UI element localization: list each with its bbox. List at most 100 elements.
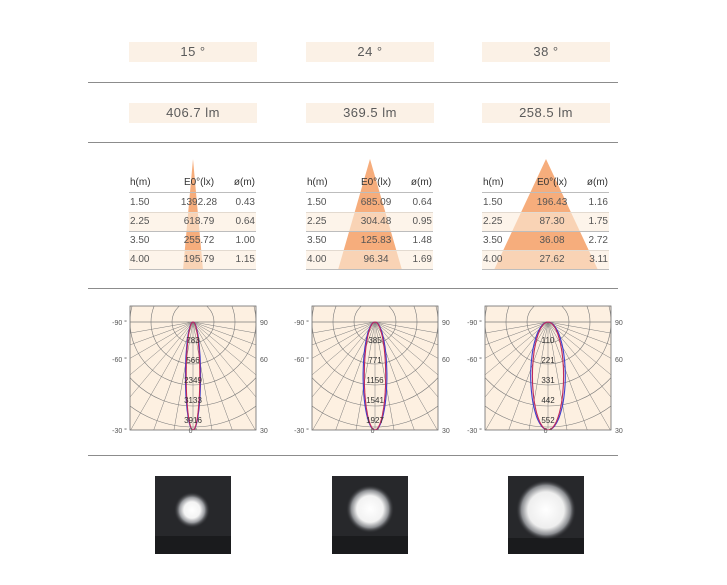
table-row: 1.50 1392.28 0.43 [129,193,256,213]
divider [88,288,618,289]
table-cell: 2.72 [588,235,608,246]
table-cell: 1392.28 [180,197,218,208]
table-cell: 1.16 [588,197,608,208]
illuminance-table: h(m) E0°(lx) ø(m) 1.50 196.43 1.16 2.25 87.30 1.… [482,159,609,271]
ring-value-label: 331 [541,376,555,385]
angle-label-bottom: 0 ° [371,427,380,434]
angle-label-left: -60 ° [467,356,482,364]
beam-spot-photo [332,476,408,554]
table-row: 2.25 304.48 0.95 [306,212,433,232]
angle-label-left: -30 ° [467,427,482,434]
ring-value-label: 1541 [366,396,384,405]
polar-grid: 110 221 331 442 552 -90 ° -60 ° -30 ° 90 ° 60 ° 30… [467,305,628,435]
candela-curve [531,321,565,430]
angle-label-bottom: 0 ° [544,427,553,434]
table-cell: 0.95 [412,216,432,227]
table-cell: 4.00 [307,254,327,265]
angle-label-left: -90 ° [294,319,309,327]
table-header-cell: E0°(lx) [536,177,568,188]
table-cell: 3.50 [307,235,327,246]
table-cell: 125.83 [360,235,392,246]
table-header: h(m) E0°(lx) ø(m) [129,173,256,193]
table-cell: 0.64 [412,197,432,208]
ring-value-label: 783 [186,336,200,345]
candela-curve [530,321,566,430]
polar-diagram: 110 221 331 442 552 -90 ° -60 ° -30 ° 90 ° 60 ° 30… [463,304,628,439]
table-header-cell: E0°(lx) [360,177,392,188]
angle-label-left: -30 ° [294,427,309,434]
table-row: 3.50 255.72 1.00 [129,231,256,251]
candela-curve [363,321,387,430]
candela-curve [185,321,201,430]
table-row: 3.50 125.83 1.48 [306,231,433,251]
illuminance-table: h(m) E0°(lx) ø(m) 1.50 1392.28 0.43 2.25 618.79… [129,159,256,271]
table-header-cell: E0°(lx) [183,177,215,188]
table-cell: 2.25 [307,216,327,227]
table-row: 3.50 36.08 2.72 [482,231,609,251]
table-row: 2.25 618.79 0.64 [129,212,256,232]
angle-label-left: -60 ° [112,356,127,364]
ring-value-label: 3916 [184,416,202,425]
angle-label-left: -90 ° [112,319,127,327]
beam-spot-photo [508,476,584,554]
table-cell: 27.62 [539,254,565,265]
angle-label-right: 30 ° [260,427,268,434]
polar-grid: 783 566 2349 3133 3916 -90 ° -60 ° -30 ° 90 ° 60 … [112,305,273,435]
table-cell: 36.08 [539,235,565,246]
table-cell: 195.79 [183,254,215,265]
table-cell: 87.30 [539,216,565,227]
table-header-cell: ø(m) [233,177,255,188]
table-cell: 3.50 [130,235,150,246]
divider [88,455,618,456]
table-cell: 255.72 [183,235,215,246]
table-header-cell: h(m) [307,177,328,188]
beam-angle-label: 24 ° [306,42,434,62]
table-cell: 2.25 [130,216,150,227]
table-header: h(m) E0°(lx) ø(m) [482,173,609,193]
angle-label-right: 90 ° [260,319,268,327]
ring-value-label: 2349 [184,376,202,385]
ring-value-label: 566 [186,356,200,365]
angle-label-right: 30 ° [615,427,623,434]
table-row: 1.50 196.43 1.16 [482,193,609,213]
candela-curve [184,321,202,430]
angle-label-left: -60 ° [294,356,309,364]
lumen-label: 258.5 lm [482,103,610,123]
angle-label-right: 90 ° [442,319,450,327]
polar-grid: 385 771 1156 1541 1927 -90 ° -60 ° -30 ° 90 ° 60 … [294,305,455,435]
table-header: h(m) E0°(lx) ø(m) [306,173,433,193]
angle-label-left: -30 ° [112,427,127,434]
ring-value-label: 221 [541,356,555,365]
divider [88,142,618,143]
angle-label-right: 90 ° [615,319,623,327]
table-cell: 3.11 [589,254,608,265]
lumen-label: 369.5 lm [306,103,434,123]
angle-label-right: 60 ° [442,356,450,364]
table-cell: 4.00 [483,254,503,265]
table-row: 4.00 27.62 3.11 [482,250,609,270]
ring-value-label: 552 [541,416,555,425]
beam-spot-photo [155,476,231,554]
ring-value-label: 385 [368,336,382,345]
table-cell: 3.50 [483,235,503,246]
angle-label-right: 60 ° [615,356,623,364]
table-cell: 1.00 [235,235,255,246]
table-cell: 1.15 [235,254,255,265]
table-cell: 1.50 [130,197,150,208]
angle-label-bottom: 0 ° [189,427,198,434]
ring-value-label: 771 [368,356,382,365]
table-cell: 1.50 [307,197,327,208]
polar-diagram: 385 771 1156 1541 1927 -90 ° -60 ° -30 ° 90 ° 60 … [290,304,455,439]
polar-diagram: 783 566 2349 3133 3916 -90 ° -60 ° -30 ° 90 ° 60 … [108,304,273,439]
ring-value-label: 1927 [366,416,384,425]
table-header-cell: h(m) [483,177,504,188]
table-row: 4.00 195.79 1.15 [129,250,256,270]
ring-value-label: 110 [542,336,555,345]
table-cell: 0.64 [235,216,255,227]
ring-value-label: 1156 [366,376,384,385]
table-cell: 618.79 [183,216,215,227]
table-row: 2.25 87.30 1.75 [482,212,609,232]
beam-angle-label: 38 ° [482,42,610,62]
angle-label-left: -90 ° [467,319,482,327]
table-cell: 1.75 [588,216,608,227]
